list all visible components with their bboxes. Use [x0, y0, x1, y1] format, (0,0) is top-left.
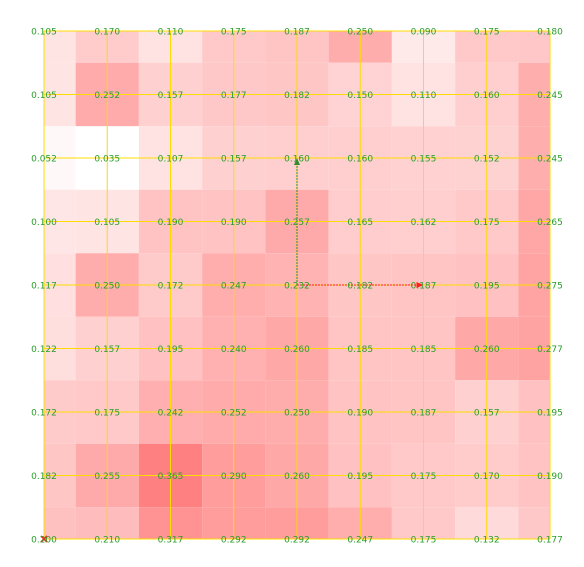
value-label-r6-c7: 0.157 — [474, 409, 500, 419]
value-label-r3-c4: 0.257 — [284, 218, 310, 228]
value-label-r7-c7: 0.170 — [474, 472, 500, 482]
value-label-r1-c0: 0.105 — [31, 91, 57, 101]
value-label-r1-c1: 0.252 — [94, 91, 120, 101]
heatmap-cell-r0-c0 — [44, 31, 76, 63]
value-label-r5-c1: 0.157 — [94, 345, 120, 355]
value-label-r8-c8: 0.177 — [537, 536, 563, 546]
heatmap-cell-r8-c0 — [44, 507, 76, 539]
value-label-r3-c7: 0.175 — [474, 218, 500, 228]
value-label-r1-c6: 0.110 — [411, 91, 437, 101]
value-label-r6-c1: 0.175 — [94, 409, 120, 419]
value-label-r2-c1: 0.035 — [94, 155, 120, 165]
value-label-r2-c7: 0.152 — [474, 155, 500, 165]
axes — [40, 158, 424, 543]
value-label-r2-c2: 0.107 — [158, 155, 184, 165]
value-label-r2-c0: 0.052 — [31, 155, 57, 165]
value-labels: 0.105 0.170 0.110 0.175 0.187 0.250 0.090 0.175… — [31, 28, 563, 546]
value-label-r3-c1: 0.105 — [94, 218, 120, 228]
value-label-r5-c3: 0.240 — [221, 345, 247, 355]
value-label-r0-c0: 0.105 — [31, 28, 57, 38]
grid-lines — [43, 30, 551, 540]
value-label-r7-c3: 0.290 — [221, 472, 247, 482]
value-label-r5-c7: 0.260 — [474, 345, 500, 355]
value-label-r4-c3: 0.247 — [221, 282, 247, 292]
value-label-r1-c3: 0.177 — [221, 91, 247, 101]
value-label-r0-c2: 0.110 — [158, 28, 184, 38]
value-label-r2-c6: 0.155 — [411, 155, 437, 165]
value-label-r0-c7: 0.175 — [474, 28, 500, 38]
x-axis-arrow-head — [416, 282, 424, 288]
value-label-r8-c2: 0.317 — [158, 536, 184, 546]
value-label-r5-c8: 0.277 — [537, 345, 563, 355]
value-label-r7-c1: 0.255 — [94, 472, 120, 482]
value-label-r7-c8: 0.190 — [537, 472, 563, 482]
value-label-r0-c8: 0.180 — [537, 28, 563, 38]
value-label-r0-c6: 0.090 — [411, 28, 437, 38]
value-label-r0-c4: 0.187 — [284, 28, 310, 38]
value-label-r4-c0: 0.117 — [31, 282, 57, 292]
value-label-r8-c4: 0.292 — [284, 536, 310, 546]
value-label-r5-c2: 0.195 — [158, 345, 184, 355]
value-label-r0-c3: 0.175 — [221, 28, 247, 38]
value-label-r1-c7: 0.160 — [474, 91, 500, 101]
heatmap-cell-r8-c8 — [518, 507, 550, 539]
value-label-r4-c2: 0.172 — [158, 282, 184, 292]
value-label-r6-c5: 0.190 — [347, 409, 373, 419]
value-label-r6-c3: 0.252 — [221, 409, 247, 419]
value-label-r1-c8: 0.245 — [537, 91, 563, 101]
value-label-r7-c0: 0.182 — [31, 472, 57, 482]
value-label-r6-c8: 0.195 — [537, 409, 563, 419]
value-label-r4-c4: 0.232 — [284, 282, 310, 292]
value-label-r7-c6: 0.175 — [411, 472, 437, 482]
value-label-r2-c3: 0.157 — [221, 155, 247, 165]
value-label-r3-c8: 0.265 — [537, 218, 563, 228]
value-label-r4-c8: 0.275 — [537, 282, 563, 292]
value-label-r5-c4: 0.260 — [284, 345, 310, 355]
value-label-r3-c5: 0.165 — [347, 218, 373, 228]
value-label-r1-c4: 0.182 — [284, 91, 310, 101]
y-axis-arrow-head — [294, 158, 300, 165]
value-label-r8-c6: 0.175 — [411, 536, 437, 546]
value-label-r8-c3: 0.292 — [221, 536, 247, 546]
value-label-r8-c5: 0.247 — [347, 536, 373, 546]
origin-marker-stroke-b — [40, 535, 48, 543]
value-label-r3-c2: 0.190 — [158, 218, 184, 228]
value-label-r3-c3: 0.190 — [221, 218, 247, 228]
value-label-r7-c5: 0.195 — [347, 472, 373, 482]
value-label-r6-c0: 0.172 — [31, 409, 57, 419]
heatmap-cell-r0-c8 — [518, 31, 550, 63]
value-label-r4-c6: 0.187 — [411, 282, 437, 292]
value-label-r5-c0: 0.122 — [31, 345, 57, 355]
value-label-r2-c8: 0.245 — [537, 155, 563, 165]
value-label-r6-c6: 0.187 — [411, 409, 437, 419]
value-label-r4-c5: 0.182 — [347, 282, 373, 292]
value-label-r8-c1: 0.210 — [94, 536, 120, 546]
value-label-r1-c5: 0.150 — [347, 91, 373, 101]
value-label-r7-c4: 0.260 — [284, 472, 310, 482]
value-label-r6-c2: 0.242 — [158, 409, 184, 419]
value-label-r3-c6: 0.162 — [411, 218, 437, 228]
value-label-r0-c5: 0.250 — [347, 28, 373, 38]
value-label-r4-c1: 0.250 — [94, 282, 120, 292]
value-label-r5-c6: 0.185 — [411, 345, 437, 355]
value-label-r8-c7: 0.132 — [474, 536, 500, 546]
value-label-r2-c4: 0.160 — [284, 155, 310, 165]
value-label-r3-c0: 0.100 — [31, 218, 57, 228]
value-label-r2-c5: 0.160 — [347, 155, 373, 165]
value-label-r5-c5: 0.185 — [347, 345, 373, 355]
value-label-r0-c1: 0.170 — [94, 28, 120, 38]
value-label-r7-c2: 0.365 — [158, 472, 184, 482]
value-label-r8-c0: 0.200 — [31, 536, 57, 546]
value-label-r4-c7: 0.195 — [474, 282, 500, 292]
value-label-r1-c2: 0.157 — [158, 91, 184, 101]
value-label-r6-c4: 0.250 — [284, 409, 310, 419]
